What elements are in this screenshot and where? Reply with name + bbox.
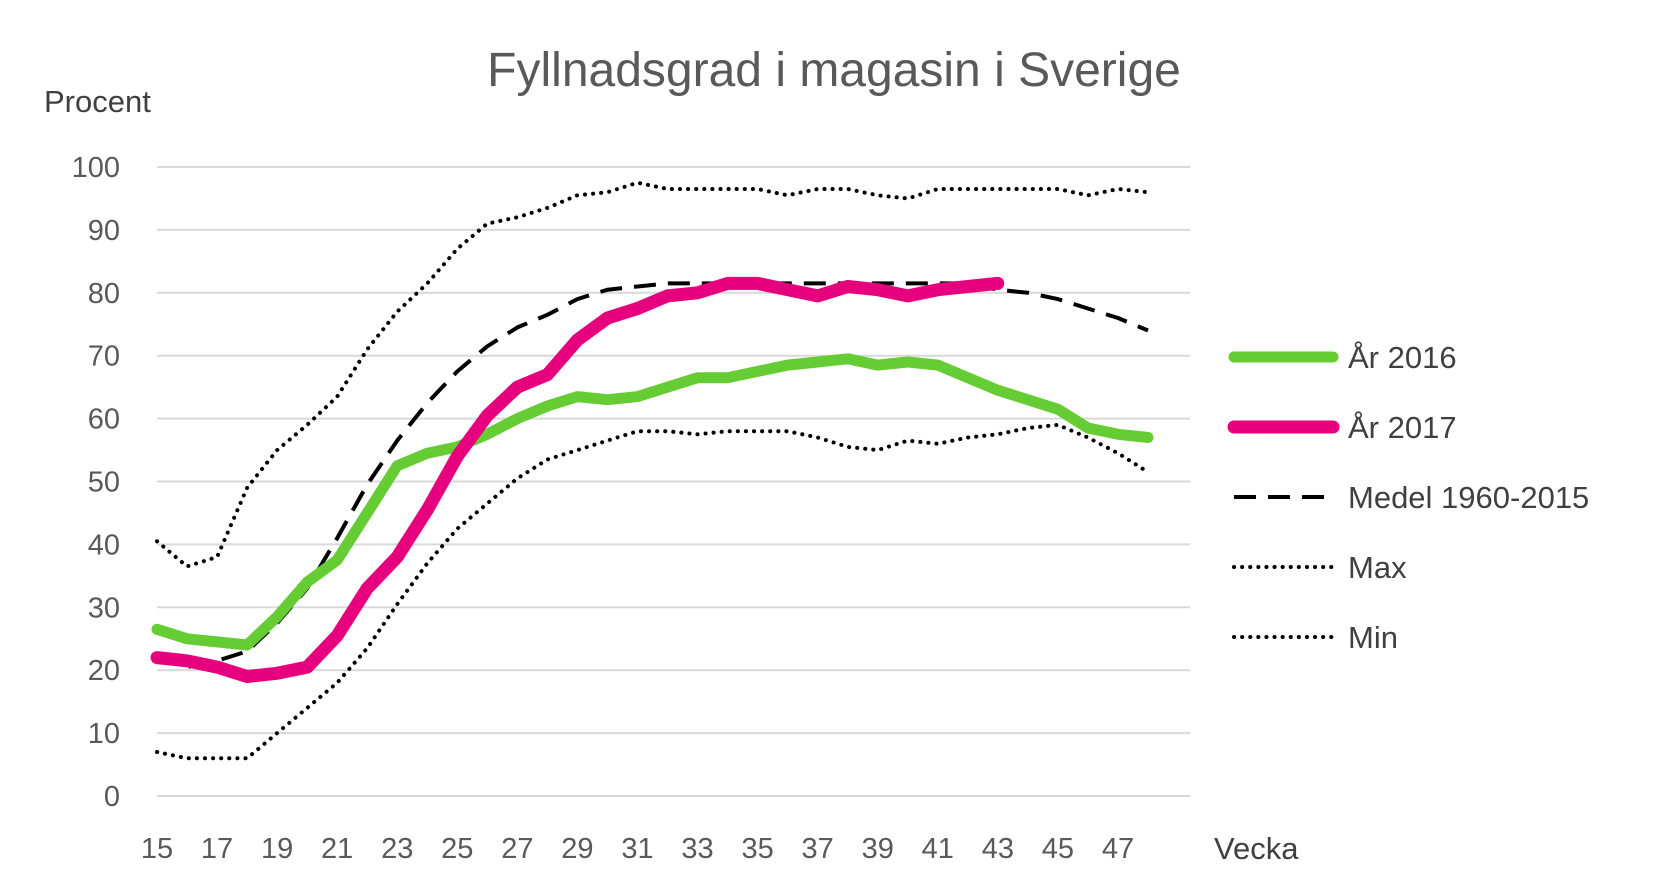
y-tick-label: 90 [88, 215, 120, 247]
x-tick-label: 21 [321, 833, 353, 865]
x-tick-label: 19 [261, 833, 293, 865]
x-tick-label: 17 [201, 833, 233, 865]
y-axis-title: Procent [44, 84, 151, 119]
x-tick-label: 31 [621, 833, 653, 865]
x-tick-label: 41 [922, 833, 954, 865]
y-tick-label: 70 [88, 341, 120, 373]
y-tick-label: 50 [88, 467, 120, 499]
x-tick-label: 47 [1102, 833, 1134, 865]
legend-label: Min [1348, 620, 1398, 655]
x-tick-label: 35 [741, 833, 773, 865]
x-tick-label: 25 [441, 833, 473, 865]
series-line-0 [151, 353, 1154, 651]
y-tick-label: 40 [88, 529, 120, 561]
x-tick-label: 23 [381, 833, 413, 865]
legend-label: År 2016 [1348, 340, 1457, 375]
gridlines [157, 166, 1190, 797]
series-line-4 [155, 422, 1150, 761]
series-line-3 [155, 180, 1150, 569]
x-tick-label: 33 [681, 833, 713, 865]
x-axis-title: Vecka [1214, 831, 1299, 866]
y-tick-labels: 0 10 20 30 40 50 60 70 80 90 100 [72, 152, 120, 813]
series-lines [150, 180, 1154, 761]
x-tick-label: 29 [561, 833, 593, 865]
legend: År 2016 År 2017 Medel 1960-2015 Max Min [1227, 340, 1589, 655]
x-tick-label: 45 [1042, 833, 1074, 865]
legend-label: Max [1348, 550, 1407, 585]
y-tick-label: 0 [104, 781, 120, 813]
series-line-1 [150, 276, 1005, 683]
x-tick-label: 15 [141, 833, 173, 865]
legend-label: År 2017 [1348, 410, 1457, 445]
x-tick-label: 39 [862, 833, 894, 865]
x-tick-label: 27 [501, 833, 533, 865]
chart-title: Fyllnadsgrad i magasin i Sverige [487, 44, 1181, 97]
x-tick-label: 37 [802, 833, 834, 865]
y-tick-label: 10 [88, 718, 120, 750]
y-tick-label: 30 [88, 592, 120, 624]
x-tick-labels: 15 17 19 21 23 25 27 29 31 33 35 37 39 41 43 45 47 [141, 833, 1134, 865]
x-tick-label: 43 [982, 833, 1014, 865]
y-tick-label: 100 [72, 152, 120, 184]
y-tick-label: 60 [88, 404, 120, 436]
y-tick-label: 80 [88, 278, 120, 310]
legend-label: Medel 1960-2015 [1348, 480, 1589, 515]
y-tick-label: 20 [88, 655, 120, 687]
series-line-2 [156, 281, 1149, 670]
